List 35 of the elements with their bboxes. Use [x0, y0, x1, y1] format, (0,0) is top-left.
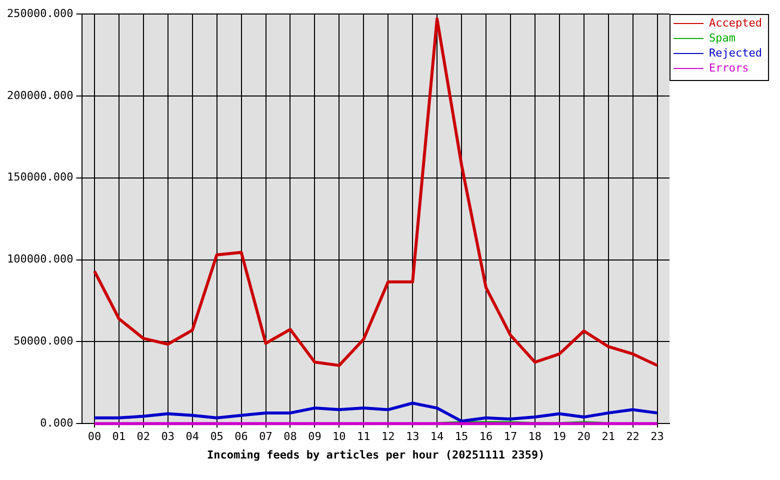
x-tick-label: 00 — [88, 430, 102, 444]
x-tick-label: 01 — [112, 430, 126, 444]
legend-label: Errors — [709, 61, 749, 74]
x-tick-label: 07 — [259, 430, 272, 444]
x-tick-label: 10 — [332, 430, 346, 444]
x-tick-label: 09 — [308, 430, 322, 444]
y-tick-label: 100000.000 — [6, 252, 74, 266]
x-tick-label: 02 — [136, 430, 150, 444]
legend-label: Rejected — [709, 46, 762, 60]
x-tick-label: 12 — [381, 430, 395, 444]
y-tick-label: 150000.000 — [6, 170, 74, 184]
y-tick-label: 200000.000 — [6, 88, 74, 102]
x-tick-label: 06 — [234, 430, 248, 444]
x-tick-label: 13 — [406, 430, 420, 444]
x-tick-label: 14 — [430, 430, 444, 444]
x-tick-label: 20 — [577, 430, 590, 444]
x-axis-title: Incoming feeds by articles per hour (20251111 2359) — [206, 448, 545, 462]
x-tick-label: 21 — [602, 430, 615, 444]
x-tick-label: 18 — [528, 430, 542, 444]
x-tick-label: 17 — [504, 430, 518, 444]
x-tick-label: 16 — [479, 430, 493, 444]
legend-label: Spam — [709, 31, 736, 44]
x-tick-label: 15 — [454, 430, 468, 444]
y-tick-label: 50000.000 — [14, 334, 74, 348]
x-tick-label: 22 — [626, 430, 640, 444]
x-tick-label: 19 — [552, 430, 566, 444]
y-tick-label: 0.000 — [40, 416, 74, 430]
x-tick-label: 04 — [186, 430, 200, 444]
y-tick-label: 250000.000 — [6, 6, 74, 20]
x-tick-label: 03 — [161, 430, 174, 444]
x-tick-label: 05 — [210, 430, 224, 444]
legend-label: Accepted — [709, 16, 762, 30]
x-tick-label: 11 — [357, 430, 370, 444]
x-tick-label: 23 — [650, 430, 664, 444]
x-tick-label: 08 — [284, 430, 297, 444]
